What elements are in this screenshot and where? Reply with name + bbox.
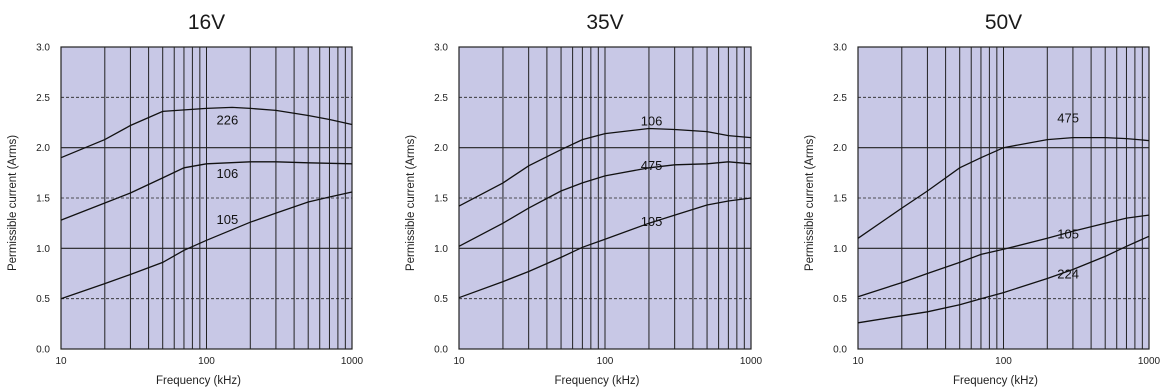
series-line-224 [857,235,1150,324]
y-axis-label: Permissible current (Arms) [804,135,816,271]
x-tick-label: 10 [852,356,864,367]
chart-title: 35V [586,11,623,34]
series-line-106 [458,127,752,207]
series-label-106: 106 [641,114,663,129]
x-tick-label: 100 [597,356,614,367]
y-tick-label: 1.0 [833,244,847,255]
x-tick-label: 10 [55,356,67,367]
y-axis-label: Permissible current (Arms) [7,135,19,271]
y-tick-label: 2.5 [434,93,448,104]
series-line-105 [857,214,1150,298]
y-tick-label: 0.0 [36,345,50,356]
y-tick-label: 2.5 [36,93,50,104]
series-label-105: 105 [641,214,663,229]
x-tick-label: 10 [453,356,465,367]
chart-panel-0: 226 106 105 16V 0.0 0.5 1.0 1.5 2.0 2.5 3.0 10 100 10… [7,11,364,387]
series-label-475: 475 [641,158,663,173]
y-tick-label: 2.0 [36,143,50,154]
series-label-224: 224 [1057,267,1079,282]
series-line-105 [60,191,353,300]
chart-panel-2: 475 105 224 50V 0.0 0.5 1.0 1.5 2.0 2.5 3.0 10 100 10… [804,11,1161,387]
plot-frame [857,46,1150,350]
y-tick-label: 0.0 [833,345,847,356]
series-label-105: 105 [217,212,239,227]
series-label-475: 475 [1057,111,1079,126]
series-line-105 [458,197,752,299]
y-tick-label: 3.0 [434,43,448,54]
chart-title: 50V [985,11,1022,34]
y-tick-label: 0.5 [36,294,50,305]
y-tick-label: 1.5 [434,194,448,205]
y-tick-label: 0.5 [434,294,448,305]
x-axis-label: Frequency (kHz) [156,375,241,387]
series-label-105: 105 [1057,226,1079,241]
x-tick-label: 1000 [341,356,364,367]
series-line-475 [458,161,752,247]
series-line-226 [60,106,353,159]
y-tick-label: 1.0 [36,244,50,255]
y-tick-label: 3.0 [36,43,50,54]
y-tick-label: 1.5 [36,194,50,205]
chart-panel-1: 106 475 105 35V 0.0 0.5 1.0 1.5 2.0 2.5 3.0 10 100 10… [405,11,763,387]
x-axis-label: Frequency (kHz) [953,375,1038,387]
y-tick-label: 0.0 [434,345,448,356]
series-line-106 [60,161,353,221]
y-tick-label: 0.5 [833,294,847,305]
x-tick-label: 100 [995,356,1012,367]
series-line-475 [857,136,1150,239]
y-tick-label: 2.0 [833,143,847,154]
y-tick-label: 1.5 [833,194,847,205]
x-tick-label: 100 [198,356,215,367]
y-tick-label: 3.0 [833,43,847,54]
y-tick-label: 2.5 [833,93,847,104]
y-tick-label: 1.0 [434,244,448,255]
x-axis-label: Frequency (kHz) [555,375,640,387]
plot-frame [60,46,353,350]
y-tick-label: 2.0 [434,143,448,154]
series-label-106: 106 [217,166,239,181]
chart-title: 16V [188,11,225,34]
x-tick-label: 1000 [740,356,763,367]
series-label-226: 226 [217,113,239,128]
x-tick-label: 1000 [1138,356,1161,367]
y-axis-label: Permissible current (Arms) [405,135,417,271]
